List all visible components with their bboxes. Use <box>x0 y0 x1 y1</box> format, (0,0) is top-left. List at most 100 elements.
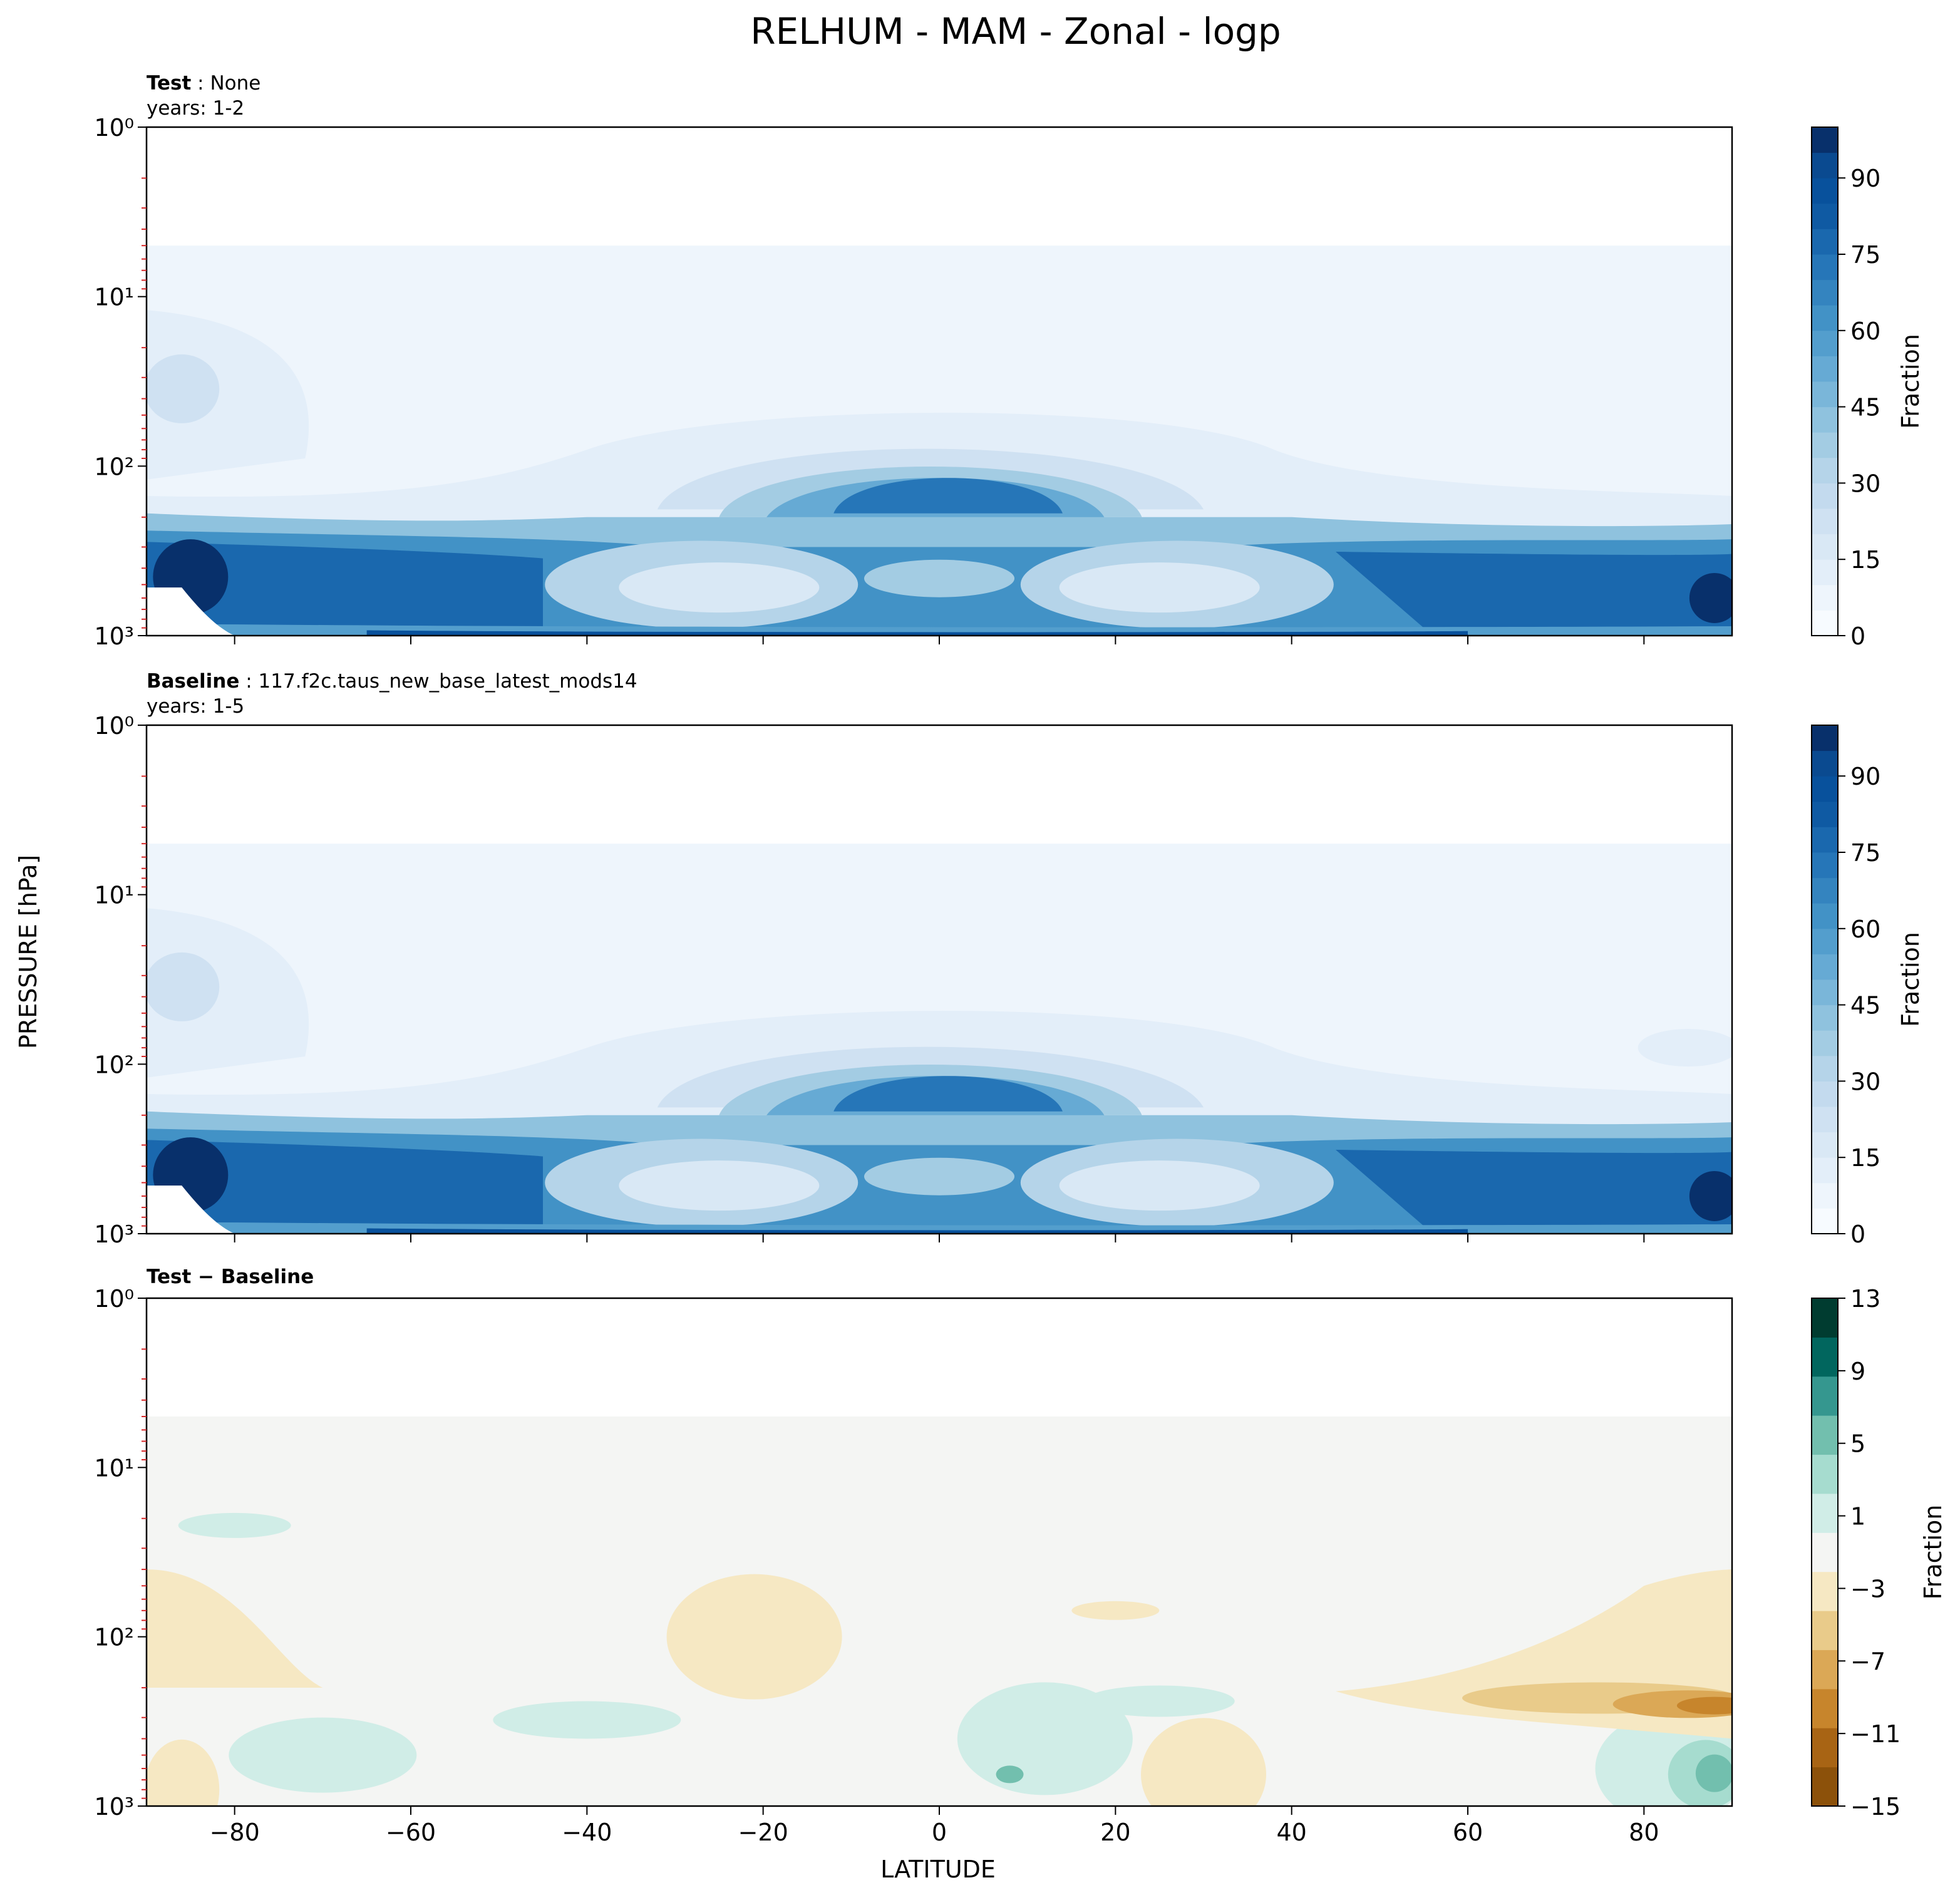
test-panel-colorbar-level <box>1812 509 1838 535</box>
baseline-panel-ytick-label-1: 10¹ <box>94 882 134 909</box>
baseline-panel-colorbar-level <box>1812 1030 1838 1056</box>
y-axis-label: PRESSURE [hPa] <box>14 855 42 1049</box>
difference-panel-colorbar-level <box>1812 1493 1838 1533</box>
baseline-panel-colorbar-tick-label-3: 45 <box>1850 992 1880 1020</box>
difference-panel-xtick-label-8: 80 <box>1629 1819 1659 1846</box>
baseline-panel-colorbar-level <box>1812 776 1838 802</box>
difference-panel-colorbar-tick-label-1: −11 <box>1850 1720 1901 1748</box>
baseline-panel-colorbar-level <box>1812 928 1838 954</box>
test-panel-colorbar-tick-label-2: 30 <box>1850 470 1880 497</box>
difference-panel-colorbar-level <box>1812 1728 1838 1768</box>
test-panel-colorbar: 0 15 30 45 60 75 90 Fraction <box>1811 126 1924 650</box>
test-panel-ytick-label-2: 10² <box>94 453 134 480</box>
difference-panel-colorbar-level <box>1812 1376 1838 1416</box>
difference-panel-xtick-label-7: 60 <box>1453 1819 1483 1846</box>
difference-panel-colorbar-tick-label-4: 1 <box>1850 1503 1865 1531</box>
test-panel-years: years: 1-2 <box>147 97 244 120</box>
difference-panel-colorbar-level <box>1812 1415 1838 1455</box>
baseline-panel-colorbar-level <box>1812 903 1838 929</box>
difference-panel-xtick-label-3: −20 <box>738 1819 788 1846</box>
test-panel-colorbar-level <box>1812 610 1838 636</box>
baseline-panel-colorbar-level <box>1812 725 1838 751</box>
difference-panel-ytick-label-3: 10³ <box>94 1793 134 1820</box>
difference-panel-colorbar-level <box>1812 1571 1838 1611</box>
difference-panel-xtick-label-6: 40 <box>1276 1819 1306 1846</box>
test-panel-colorbar-level <box>1812 229 1838 255</box>
difference-panel-colorbar-level <box>1812 1650 1838 1690</box>
difference-panel-colorbar-tick-label-5: 5 <box>1850 1430 1865 1458</box>
baseline-panel-contour-field <box>147 725 1732 1234</box>
difference-panel-colorbar-level <box>1812 1298 1838 1338</box>
test-panel-colorbar-label: Fraction <box>1897 334 1924 429</box>
baseline-panel-colorbar-level <box>1812 1004 1838 1031</box>
figure-title: RELHUM - MAM - Zonal - logp <box>750 10 1281 53</box>
test-panel-colorbar-level <box>1812 254 1838 281</box>
baseline-panel: Baseline : 117.f2c.taus_new_base_latest_… <box>94 670 1924 1248</box>
difference-panel-ytick-label-2: 10² <box>94 1624 134 1651</box>
baseline-panel-colorbar-level <box>1812 1157 1838 1184</box>
difference-panel-colorbar-tick-label-7: 13 <box>1850 1285 1880 1313</box>
baseline-panel-label: Baseline : 117.f2c.taus_new_base_latest_… <box>147 670 637 693</box>
baseline-panel-colorbar-tick-label-6: 90 <box>1850 763 1880 790</box>
test-panel-ytick-label-1: 10¹ <box>94 284 134 311</box>
difference-panel-label: Test − Baseline <box>147 1266 314 1288</box>
test-panel-colorbar-level <box>1812 432 1838 458</box>
difference-panel-xtick-label-4: 0 <box>932 1819 947 1846</box>
test-panel-colorbar-level <box>1812 559 1838 586</box>
difference-panel-contour-field <box>147 1298 1732 1806</box>
difference-panel-colorbar-level <box>1812 1767 1838 1807</box>
difference-panel-colorbar-tick-label-6: 9 <box>1850 1358 1865 1385</box>
test-panel-colorbar-level <box>1812 203 1838 229</box>
difference-panel-xtick-label-2: −40 <box>562 1819 612 1846</box>
baseline-panel-colorbar-level <box>1812 1081 1838 1107</box>
test-panel-colorbar-tick-label-1: 15 <box>1850 546 1880 574</box>
difference-panel-colorbar: −15 −11 −7 −3 1 5 9 13 Fraction <box>1811 1285 1947 1820</box>
difference-panel-colorbar-level <box>1812 1337 1838 1377</box>
test-panel-colorbar-tick-label-5: 75 <box>1850 241 1880 269</box>
difference-panel-xtick-label-0: −80 <box>210 1819 260 1846</box>
test-panel-colorbar-level <box>1812 534 1838 560</box>
baseline-panel-colorbar-level <box>1812 979 1838 1006</box>
baseline-panel-colorbar-tick-label-0: 0 <box>1850 1221 1865 1248</box>
difference-panel-colorbar-label: Fraction <box>1919 1505 1947 1600</box>
test-panel-colorbar-level <box>1812 584 1838 611</box>
test-panel-colorbar-level <box>1812 381 1838 408</box>
baseline-panel-colorbar: 0 15 30 45 60 75 90 Fraction <box>1811 725 1924 1248</box>
baseline-panel-colorbar-level <box>1812 1132 1838 1158</box>
test-panel-colorbar-tick-label-3: 45 <box>1850 394 1880 421</box>
difference-panel-colorbar-level <box>1812 1611 1838 1650</box>
difference-panel-colorbar-tick-label-0: −15 <box>1850 1793 1901 1820</box>
difference-panel-colorbar-tick-label-3: −3 <box>1850 1575 1885 1603</box>
baseline-panel-colorbar-level <box>1812 1182 1838 1209</box>
baseline-panel-ytick-label-3: 10³ <box>94 1221 134 1248</box>
baseline-panel-colorbar-tick-label-1: 15 <box>1850 1144 1880 1172</box>
difference-panel-colorbar-frame <box>1811 1298 1839 1807</box>
test-panel-colorbar-level <box>1812 178 1838 204</box>
baseline-panel-colorbar-level <box>1812 801 1838 827</box>
baseline-panel-ytick-label-0: 10⁰ <box>94 712 134 740</box>
test-panel-ytick-label-3: 10³ <box>94 622 134 650</box>
baseline-panel-colorbar-tick-label-4: 60 <box>1850 916 1880 943</box>
test-panel-colorbar-tick-label-6: 90 <box>1850 165 1880 192</box>
test-panel-colorbar-tick-label-0: 0 <box>1850 622 1865 650</box>
test-panel-colorbar-tick-label-4: 60 <box>1850 318 1880 345</box>
difference-panel-xtick-label-1: −60 <box>386 1819 436 1846</box>
difference-panel-ytick-label-0: 10⁰ <box>94 1285 134 1313</box>
test-panel-contour-field <box>147 127 1732 636</box>
baseline-panel-ytick-label-2: 10² <box>94 1051 134 1078</box>
test-panel-colorbar-level <box>1812 305 1838 331</box>
difference-panel-colorbar-tick-label-2: −7 <box>1850 1648 1885 1675</box>
baseline-panel-colorbar-level <box>1812 1055 1838 1082</box>
baseline-panel-colorbar-level <box>1812 1208 1838 1234</box>
test-panel-colorbar-level <box>1812 457 1838 483</box>
difference-panel-colorbar-level <box>1812 1688 1838 1728</box>
baseline-panel-colorbar-label: Fraction <box>1897 932 1924 1027</box>
baseline-panel-colorbar-level <box>1812 877 1838 904</box>
test-panel-colorbar-level <box>1812 356 1838 382</box>
difference-panel-ytick-label-1: 10¹ <box>94 1454 134 1482</box>
baseline-panel-years: years: 1-5 <box>147 695 244 718</box>
baseline-panel-colorbar-frame <box>1811 725 1839 1234</box>
baseline-panel-colorbar-level <box>1812 954 1838 980</box>
baseline-panel-colorbar-tick-label-2: 30 <box>1850 1068 1880 1095</box>
